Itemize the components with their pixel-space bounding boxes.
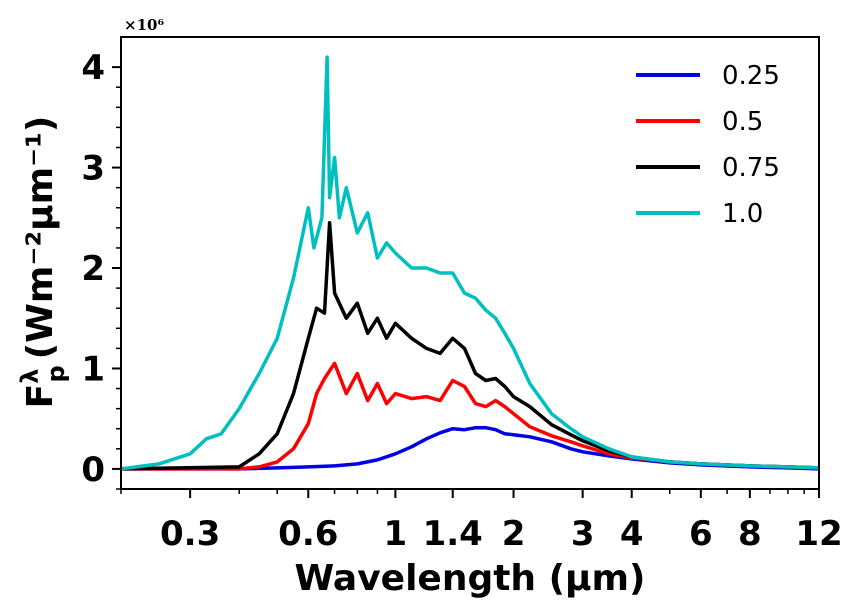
y-axis-title-sup: λ [16, 369, 44, 384]
legend-label-0-25: 0.25 [722, 61, 780, 91]
y-tick-label: 0 [81, 450, 105, 490]
x-axis-title: Wavelength (μm) [294, 558, 645, 599]
x-tick-label: 4 [620, 514, 644, 554]
series-line-0-75 [120, 221, 820, 471]
x-tick-label: 6 [689, 514, 713, 554]
y-tick-label: 3 [81, 149, 105, 189]
x-tick-label: 0.3 [160, 514, 220, 554]
y-tick-label: 4 [81, 48, 105, 88]
plot-frame [120, 36, 820, 490]
y-scale-factor: ×10⁶ [124, 16, 164, 34]
legend: 0.25 0.5 0.75 1.0 [636, 61, 780, 229]
legend-label-0-75: 0.75 [722, 153, 780, 183]
y-tick-label: 2 [81, 249, 105, 289]
y-axis-title-units: (Wm⁻²μm⁻¹) [20, 116, 61, 360]
legend-label-0-5: 0.5 [722, 107, 763, 137]
y-tick-label: 1 [81, 349, 105, 389]
x-tick-label: 1.4 [423, 514, 483, 554]
x-tick-label: 8 [738, 514, 762, 554]
y-axis-title-sub: p [42, 365, 70, 382]
x-tick-label: 2 [502, 514, 526, 554]
x-tick-label: 12 [795, 514, 842, 554]
series-line-1-0 [120, 55, 820, 471]
x-tick-label: 1 [384, 514, 408, 554]
series-lines [120, 55, 820, 471]
y-axis-title-main: F [20, 384, 61, 409]
y-axis-title: Fλp (Wm⁻²μm⁻¹) [16, 116, 70, 409]
x-tick-label: 3 [571, 514, 595, 554]
series-line-0-5 [121, 361, 820, 471]
x-tick-label: 0.6 [278, 514, 338, 554]
legend-label-1-0: 1.0 [722, 199, 763, 229]
